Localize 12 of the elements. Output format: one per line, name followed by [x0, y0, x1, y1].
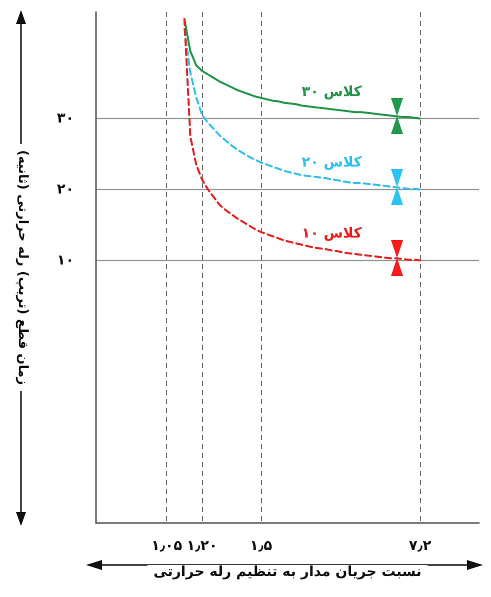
- x-axis-title: نسبت جریان مدار به تنظیم رله حرارتی: [153, 564, 422, 580]
- y-axis-title: زمان قطع (تریپ) رله حرارتی (ثانیه): [15, 150, 30, 386]
- x-tick-label: ۱٫۰۵: [151, 538, 183, 554]
- x-tick-label: ۷٫۲: [408, 538, 432, 554]
- y-tick-label: ۳۰: [56, 110, 74, 126]
- series-label: کلاس ۳۰: [302, 84, 363, 100]
- y-tick-label: ۱۰: [56, 252, 74, 268]
- series-label: کلاس ۱۰: [302, 225, 363, 242]
- y-tick-label: ۲۰: [56, 181, 74, 198]
- x-tick-label: ۱٫۵: [250, 538, 273, 554]
- x-tick-label: ۱٫۲۰: [186, 538, 218, 554]
- series-label: کلاس ۲۰: [302, 154, 363, 170]
